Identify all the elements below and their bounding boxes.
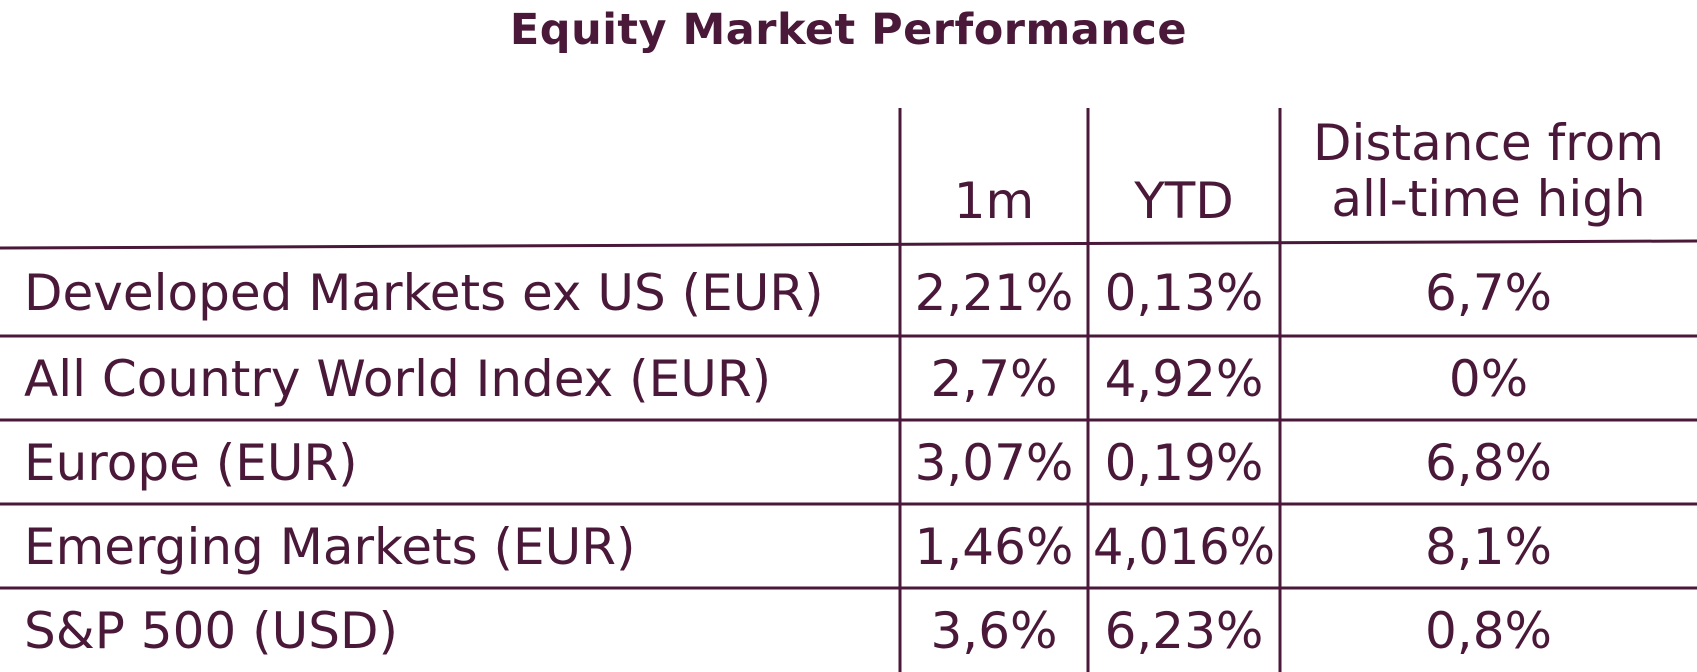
header-bottom-rule xyxy=(0,239,1697,250)
cell-1m: 1,46% xyxy=(915,518,1074,576)
cell-1m: 3,6% xyxy=(930,602,1057,660)
header-1m: 1m xyxy=(954,172,1035,230)
row-label: All Country World Index (EUR) xyxy=(24,350,771,408)
chart-title: Equity Market Performance xyxy=(509,5,1188,55)
cell-ytd: 0,19% xyxy=(1105,434,1264,492)
cell-ytd: 4,016% xyxy=(1093,518,1275,576)
cell-ath: 0% xyxy=(1449,350,1528,408)
cell-ath: 6,7% xyxy=(1425,264,1552,322)
table-body: Developed Markets ex US (EUR) 2,21% 0,13% 6… xyxy=(24,264,1552,660)
row-label: Developed Markets ex US (EUR) xyxy=(24,264,824,322)
cell-ytd: 0,13% xyxy=(1105,264,1264,322)
cell-ath: 8,1% xyxy=(1425,518,1552,576)
cell-1m: 2,21% xyxy=(915,264,1074,322)
cell-ath: 6,8% xyxy=(1425,434,1552,492)
row-label: Emerging Markets (EUR) xyxy=(24,518,635,576)
table-grid xyxy=(0,108,1697,672)
cell-1m: 2,7% xyxy=(930,350,1057,408)
cell-ytd: 4,92% xyxy=(1105,350,1264,408)
header-ath-line2: all-time high xyxy=(1331,170,1645,228)
row-label: Europe (EUR) xyxy=(24,434,358,492)
cell-1m: 3,07% xyxy=(915,434,1074,492)
cell-ytd: 6,23% xyxy=(1105,602,1264,660)
header-ytd: YTD xyxy=(1133,172,1234,230)
cell-ath: 0,8% xyxy=(1425,602,1552,660)
row-label: S&P 500 (USD) xyxy=(24,602,398,660)
header-ath-line1: Distance from xyxy=(1313,114,1664,172)
